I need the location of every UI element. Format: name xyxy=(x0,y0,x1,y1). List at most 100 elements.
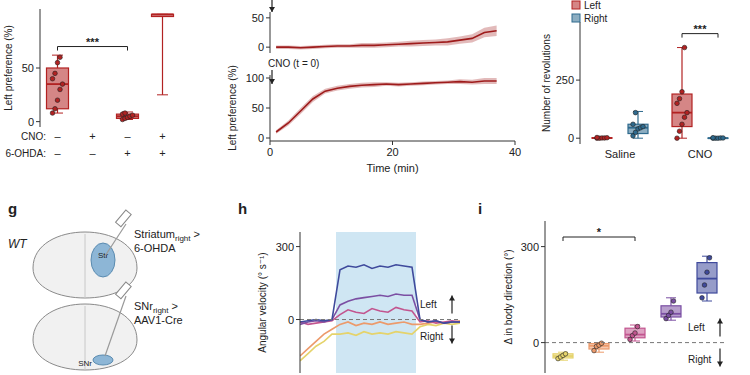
y-tick-label: 0 xyxy=(533,337,539,349)
significance: *** xyxy=(86,36,100,48)
row-value: – xyxy=(124,130,131,142)
y-axis xyxy=(545,221,546,373)
y-tick xyxy=(36,68,40,69)
brain-outline xyxy=(33,232,137,298)
zero-line xyxy=(545,342,725,343)
x-tick xyxy=(392,141,393,145)
box-body xyxy=(697,263,717,293)
y-tick xyxy=(576,138,580,139)
direction-label: Right xyxy=(688,354,712,365)
point xyxy=(55,60,60,65)
point xyxy=(669,310,674,315)
chart-3: 0250Number of revolutionsSalineCNOLeftRi… xyxy=(541,0,728,160)
injection-label: SNrright> xyxy=(134,300,178,315)
box-body xyxy=(661,306,681,317)
point xyxy=(682,45,687,50)
point xyxy=(130,113,135,118)
marks xyxy=(276,25,497,49)
box-body xyxy=(625,328,645,338)
x-tick-label: 40 xyxy=(509,146,521,158)
direction-arrow-head xyxy=(717,319,723,324)
y-tick xyxy=(266,78,270,79)
line xyxy=(300,321,460,356)
point xyxy=(705,270,710,275)
y-tick-label: 50 xyxy=(22,62,34,74)
y-tick xyxy=(266,47,270,48)
region-name: Striatum xyxy=(134,228,175,240)
point xyxy=(60,82,65,87)
row-value: – xyxy=(54,130,61,142)
point xyxy=(711,135,716,140)
y-tick-label: 0 xyxy=(28,116,34,128)
row-label: 6-OHDA: xyxy=(5,148,46,159)
legend-label: Right xyxy=(584,13,608,24)
y-tick xyxy=(266,17,270,18)
point xyxy=(633,110,638,115)
error-band xyxy=(276,78,497,134)
line xyxy=(276,31,497,48)
box-body xyxy=(672,94,692,127)
point xyxy=(721,136,726,141)
row-value: + xyxy=(159,147,165,159)
legend-swatch xyxy=(572,1,580,9)
chart-0: 050Left preference (%)CNO:–+–+6-OHDA:––+… xyxy=(3,9,174,159)
subscript: right xyxy=(175,234,191,243)
brain-section: SNrSNrright>AAV1-Cre xyxy=(33,282,183,370)
marks xyxy=(47,14,174,121)
y-axis-label: Number of revolutions xyxy=(541,34,552,132)
x-tick xyxy=(515,141,516,145)
whisker-low xyxy=(706,293,707,301)
y-tick xyxy=(541,342,545,343)
row-value: + xyxy=(159,130,165,142)
brain-section: StrStriatumright>6-OHDA xyxy=(33,210,200,298)
y-tick-label: 250 xyxy=(556,74,574,86)
point xyxy=(50,111,55,116)
row-value: + xyxy=(89,130,95,142)
x-axis-label: Time (min) xyxy=(366,162,418,174)
y-tick-label: 0 xyxy=(568,132,574,144)
panel-letter: h xyxy=(238,200,247,217)
y-tick-label: 0 xyxy=(288,314,294,326)
y-axis-label: Left preference (%) xyxy=(227,65,238,151)
point xyxy=(631,122,636,127)
direction-label: Right xyxy=(420,331,444,342)
chart-1: 050 xyxy=(252,0,497,53)
chart-5: i0300Δ in body direction (°)*LeftRight xyxy=(478,200,725,373)
median xyxy=(697,278,717,280)
significance: * xyxy=(597,226,602,238)
box xyxy=(592,135,612,140)
direction-arrow-head xyxy=(449,339,455,344)
y-tick-label: 50 xyxy=(252,12,264,24)
y-axis-label: Δ in body direction (°) xyxy=(503,249,514,344)
cap-low xyxy=(157,94,168,95)
direction-arrow-head xyxy=(449,296,455,301)
cno-arrow-head xyxy=(269,7,275,12)
significance: *** xyxy=(694,23,708,35)
y-tick-label: 50 xyxy=(252,102,264,114)
y-tick xyxy=(36,121,40,122)
point xyxy=(55,98,60,103)
marks xyxy=(553,255,717,360)
marks xyxy=(276,78,497,134)
point xyxy=(123,111,128,116)
whisker-high xyxy=(681,48,682,94)
point xyxy=(707,255,712,260)
cno-arrow-head xyxy=(269,79,275,84)
box xyxy=(628,110,648,138)
y-tick xyxy=(266,108,270,109)
target-region xyxy=(93,355,113,365)
chart-2: 050100Left preference (%)02040Time (min)… xyxy=(227,58,521,174)
y-axis-label: Angular velocity (° s⁻¹) xyxy=(257,252,268,352)
needle xyxy=(105,296,126,356)
chart-4: h0300Angular velocity (° s⁻¹)LeftRight xyxy=(238,200,460,373)
box-body xyxy=(47,68,69,109)
y-tick xyxy=(541,246,545,247)
panel-letter: i xyxy=(478,200,482,217)
panel-letter: g xyxy=(8,200,17,217)
box xyxy=(47,55,69,115)
y-tick-label: 300 xyxy=(276,241,294,253)
error-band xyxy=(276,25,497,49)
box xyxy=(672,45,692,140)
point xyxy=(58,55,63,60)
row-value: – xyxy=(89,147,96,159)
